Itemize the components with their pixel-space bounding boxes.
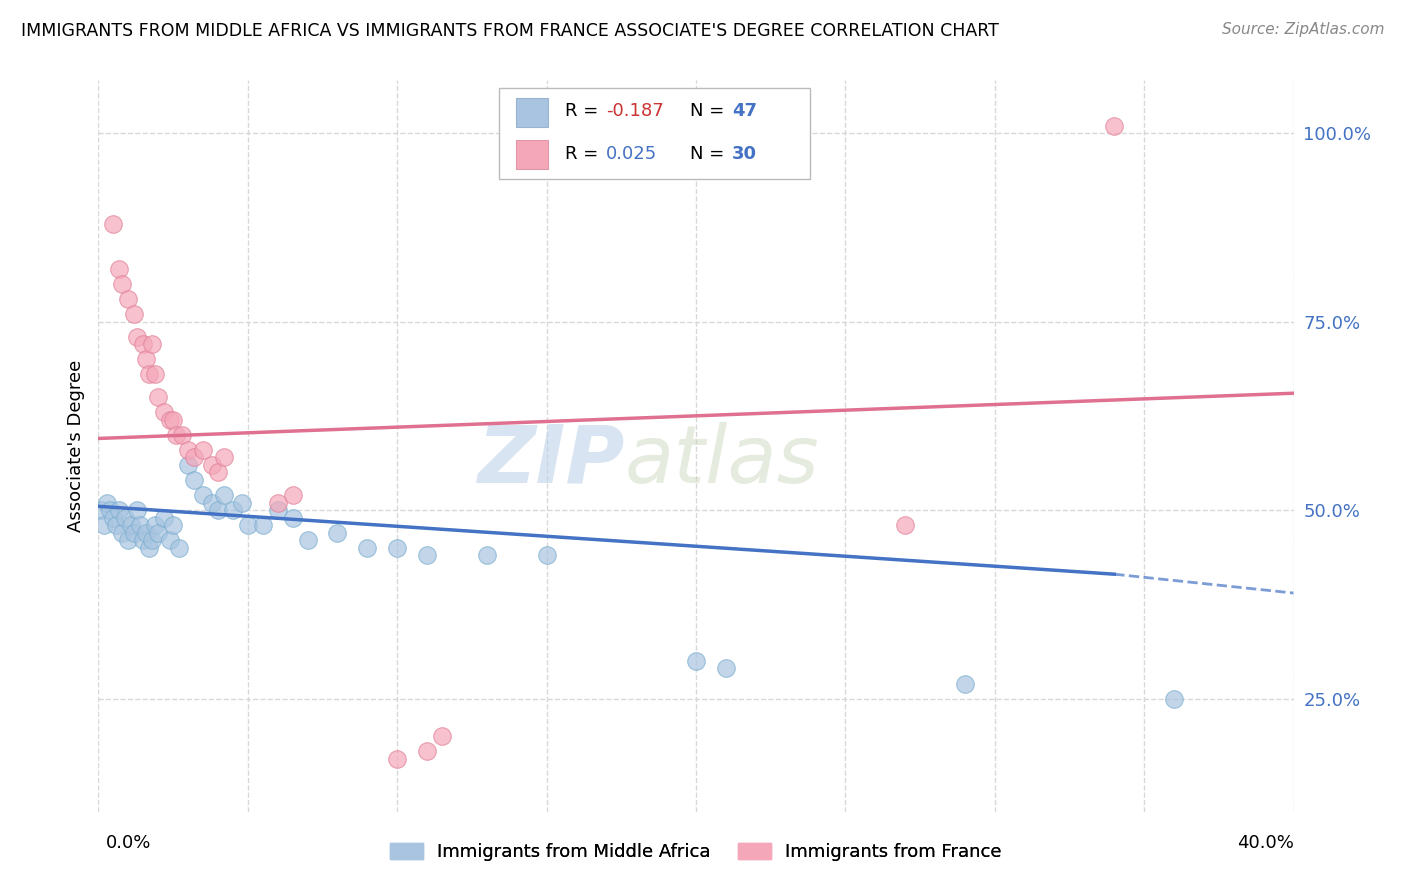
- Legend: Immigrants from Middle Africa, Immigrants from France: Immigrants from Middle Africa, Immigrant…: [384, 836, 1008, 869]
- Point: [148, 525, 170, 540]
- Point: [124, 525, 146, 540]
- Point: [416, 549, 439, 563]
- Point: [201, 495, 224, 509]
- Point: [153, 405, 176, 419]
- Point: [124, 307, 146, 321]
- Point: [536, 549, 558, 563]
- FancyBboxPatch shape: [516, 98, 548, 128]
- Point: [281, 510, 304, 524]
- Text: -0.187: -0.187: [606, 102, 664, 120]
- Point: [685, 654, 707, 668]
- Point: [162, 412, 184, 426]
- Point: [108, 503, 131, 517]
- Point: [714, 661, 737, 675]
- Point: [894, 518, 917, 533]
- Point: [93, 518, 115, 533]
- Point: [267, 503, 290, 517]
- Point: [114, 510, 136, 524]
- Point: [96, 495, 118, 509]
- Text: R =: R =: [565, 145, 603, 163]
- Text: ZIP: ZIP: [477, 422, 624, 500]
- Point: [111, 277, 134, 291]
- Point: [1104, 119, 1126, 133]
- Point: [105, 518, 128, 533]
- Point: [141, 533, 163, 548]
- Point: [143, 518, 166, 533]
- Point: [135, 352, 157, 367]
- Point: [236, 518, 259, 533]
- FancyBboxPatch shape: [499, 87, 810, 179]
- Text: Source: ZipAtlas.com: Source: ZipAtlas.com: [1222, 22, 1385, 37]
- Point: [231, 495, 253, 509]
- Point: [267, 495, 290, 509]
- Point: [153, 510, 176, 524]
- Point: [143, 368, 166, 382]
- Point: [356, 541, 378, 555]
- Point: [167, 541, 190, 555]
- Point: [222, 503, 245, 517]
- Point: [159, 533, 181, 548]
- Point: [141, 337, 163, 351]
- Text: 40.0%: 40.0%: [1237, 834, 1294, 852]
- Point: [98, 503, 122, 517]
- Point: [127, 503, 149, 517]
- Point: [132, 337, 155, 351]
- Point: [212, 488, 235, 502]
- Point: [252, 518, 274, 533]
- Point: [416, 744, 439, 758]
- Point: [162, 518, 184, 533]
- Point: [297, 533, 319, 548]
- Point: [132, 533, 155, 548]
- Point: [475, 549, 498, 563]
- Point: [177, 458, 200, 472]
- Text: 47: 47: [733, 102, 756, 120]
- Text: 30: 30: [733, 145, 756, 163]
- Point: [177, 442, 200, 457]
- Point: [108, 261, 131, 276]
- Point: [430, 729, 453, 743]
- Point: [90, 503, 112, 517]
- Point: [201, 458, 224, 472]
- Point: [207, 503, 229, 517]
- Point: [191, 488, 214, 502]
- Text: IMMIGRANTS FROM MIDDLE AFRICA VS IMMIGRANTS FROM FRANCE ASSOCIATE'S DEGREE CORRE: IMMIGRANTS FROM MIDDLE AFRICA VS IMMIGRA…: [21, 22, 1000, 40]
- Point: [165, 427, 187, 442]
- Point: [183, 473, 205, 487]
- FancyBboxPatch shape: [516, 140, 548, 169]
- Point: [212, 450, 235, 465]
- Point: [117, 292, 139, 306]
- Point: [207, 466, 229, 480]
- Text: 0.025: 0.025: [606, 145, 658, 163]
- Point: [326, 525, 349, 540]
- Text: N =: N =: [690, 145, 730, 163]
- Point: [120, 518, 142, 533]
- Point: [159, 412, 181, 426]
- Point: [138, 368, 160, 382]
- Point: [172, 427, 194, 442]
- Point: [103, 217, 125, 231]
- Text: atlas: atlas: [624, 422, 820, 500]
- Point: [129, 518, 152, 533]
- Y-axis label: Associate's Degree: Associate's Degree: [66, 359, 84, 533]
- Point: [191, 442, 214, 457]
- Point: [281, 488, 304, 502]
- Point: [953, 676, 976, 690]
- Point: [127, 329, 149, 343]
- Point: [385, 752, 409, 766]
- Text: 0.0%: 0.0%: [105, 834, 150, 852]
- Text: N =: N =: [690, 102, 730, 120]
- Text: R =: R =: [565, 102, 603, 120]
- Point: [1163, 691, 1185, 706]
- Point: [148, 390, 170, 404]
- Point: [135, 525, 157, 540]
- Point: [183, 450, 205, 465]
- Point: [138, 541, 160, 555]
- Point: [103, 510, 125, 524]
- Point: [385, 541, 409, 555]
- Point: [111, 525, 134, 540]
- Point: [117, 533, 139, 548]
